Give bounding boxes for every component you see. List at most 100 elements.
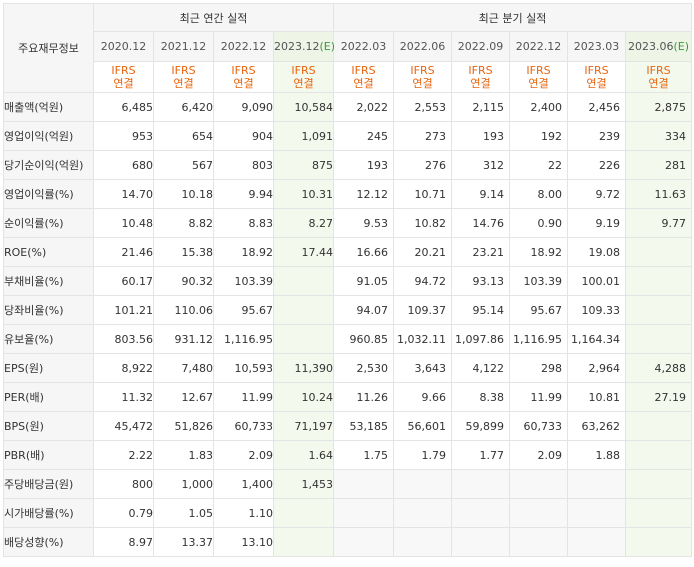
table-row: 당좌비율(%) 101.21 110.06 95.67 94.07 109.37 95.14… [3, 295, 693, 325]
consolidated-label: 연결 [233, 76, 254, 90]
quarter-value-cell: 8.00 [509, 179, 569, 209]
consolidated-label: 연결 [293, 76, 314, 90]
quarter-value-cell: 3,643 [393, 353, 453, 383]
quarter-value-cell: 2,022 [333, 92, 395, 122]
consolidated-label: 연결 [528, 76, 549, 90]
quarter-value-cell: 63,262 [567, 411, 627, 441]
annual-value-cell: 7,480 [153, 353, 214, 383]
consolidated-label: 연결 [648, 76, 669, 90]
quarter-value-cell: 9.14 [451, 179, 511, 209]
quarter-value-cell [625, 469, 693, 499]
annual-value-cell: 51,826 [153, 411, 214, 441]
corner-label: 주요재무정보 [3, 3, 94, 93]
annual-value-cell: 654 [153, 121, 214, 151]
annual-value-cell: 14.70 [93, 179, 154, 209]
annual-value-cell [272, 498, 335, 528]
annual-value-cell: 103.39 [213, 266, 274, 296]
ifrs-badge: IFRS 연결 [272, 60, 335, 94]
quarter-value-cell: 2,530 [333, 353, 395, 383]
quarter-value-cell: 1,164.34 [567, 324, 627, 354]
annual-value-cell: 101.21 [93, 295, 154, 325]
period-label: 2021.12 [160, 39, 207, 53]
table-body: 매출액(억원) 6,485 6,420 9,090 10,584 2,022 2,553 2,… [3, 92, 693, 557]
quarter-value-cell: 1,032.11 [393, 324, 453, 354]
period-header-row: 2020.12 2021.12 2022.12 2023.12(E) 2022.03 20… [4, 31, 693, 62]
row-label: 영업이익률(%) [3, 179, 94, 209]
ifrs-label: IFRS [291, 63, 316, 77]
quarter-value-cell [567, 527, 627, 557]
quarter-value-cell: 60,733 [509, 411, 569, 441]
quarter-value-cell [567, 469, 627, 499]
annual-value-cell: 6,485 [93, 92, 154, 122]
annual-value-cell: 1,000 [153, 469, 214, 499]
table-row: 영업이익률(%) 14.70 10.18 9.94 10.31 12.12 10.71 9.1… [3, 179, 693, 209]
annual-value-cell: 11.32 [93, 382, 154, 412]
annual-value-cell: 8.83 [213, 208, 274, 238]
ifrs-label: IFRS [111, 63, 136, 77]
annual-value-cell: 9,090 [213, 92, 274, 122]
quarter-value-cell [625, 237, 693, 267]
row-label: PER(배) [3, 382, 94, 412]
quarter-value-cell: 245 [333, 121, 395, 151]
table-row: PER(배) 11.32 12.67 11.99 10.24 11.26 9.66 8.38 1… [3, 382, 693, 412]
annual-value-cell: 1.83 [153, 440, 214, 470]
quarter-value-cell: 192 [509, 121, 569, 151]
quarter-value-cell [393, 527, 453, 557]
quarter-value-cell: 4,288 [625, 353, 693, 383]
ifrs-label: IFRS [526, 63, 551, 77]
quarter-value-cell [333, 527, 395, 557]
quarter-value-cell: 193 [333, 150, 395, 180]
quarter-value-cell: 9.53 [333, 208, 395, 238]
row-label: 영업이익(억원) [3, 121, 94, 151]
quarter-value-cell: 1.75 [333, 440, 395, 470]
quarter-value-cell: 193 [451, 121, 511, 151]
table-row: 부채비율(%) 60.17 90.32 103.39 91.05 94.72 93.13 10… [3, 266, 693, 296]
annual-value-cell: 10.24 [272, 382, 335, 412]
annual-value-cell: 11,390 [272, 353, 335, 383]
period-label: 2023.06 [628, 39, 674, 53]
annual-value-cell: 800 [93, 469, 154, 499]
annual-value-cell: 8.82 [153, 208, 214, 238]
quarter-value-cell: 53,185 [333, 411, 395, 441]
table-row: PBR(배) 2.22 1.83 2.09 1.64 1.75 1.79 1.77 2.09 1.… [3, 440, 693, 470]
quarter-value-cell: 109.33 [567, 295, 627, 325]
quarter-value-cell: 94.07 [333, 295, 395, 325]
annual-value-cell: 15.38 [153, 237, 214, 267]
ifrs-badge: IFRS 연결 [451, 60, 511, 94]
annual-value-cell: 8.97 [93, 527, 154, 557]
period-label: 2022.12 [515, 39, 562, 53]
ifrs-badge: IFRS 연결 [509, 60, 569, 94]
quarter-value-cell: 2,456 [567, 92, 627, 122]
quarter-value-cell: 22 [509, 150, 569, 180]
row-label: 유보율(%) [3, 324, 94, 354]
row-label: 매출액(억원) [3, 92, 94, 122]
quarter-value-cell: 12.12 [333, 179, 395, 209]
quarter-value-cell [625, 498, 693, 528]
quarter-value-cell: 226 [567, 150, 627, 180]
period-header: 2022.09 [451, 31, 511, 62]
estimate-mark: (E) [319, 39, 336, 53]
row-label: 시가배당률(%) [3, 498, 94, 528]
annual-value-cell: 60,733 [213, 411, 274, 441]
ifrs-badge: IFRS 연결 [333, 60, 395, 94]
quarter-value-cell [625, 324, 693, 354]
ifrs-label: IFRS [231, 63, 256, 77]
ifrs-header-row: IFRS 연결 IFRS 연결 IFRS 연결 IFRS 연결 IFRS 연결 IFRS 연결 IFRS… [4, 60, 693, 94]
quarter-value-cell: 27.19 [625, 382, 693, 412]
period-header: 2022.12 [213, 31, 274, 62]
quarter-value-cell: 10.82 [393, 208, 453, 238]
table-row: 배당성향(%) 8.97 13.37 13.10 [3, 527, 693, 557]
quarter-value-cell: 2,400 [509, 92, 569, 122]
annual-value-cell: 13.10 [213, 527, 274, 557]
quarter-value-cell: 10.71 [393, 179, 453, 209]
quarter-value-cell [625, 266, 693, 296]
quarter-value-cell: 2.09 [509, 440, 569, 470]
quarter-value-cell [509, 498, 569, 528]
quarter-value-cell: 1,097.86 [451, 324, 511, 354]
table-row: ROE(%) 21.46 15.38 18.92 17.44 16.66 20.21 23.2… [3, 237, 693, 267]
quarter-value-cell: 239 [567, 121, 627, 151]
quarter-value-cell: 11.63 [625, 179, 693, 209]
annual-value-cell: 1.64 [272, 440, 335, 470]
ifrs-label: IFRS [171, 63, 196, 77]
quarter-value-cell: 91.05 [333, 266, 395, 296]
